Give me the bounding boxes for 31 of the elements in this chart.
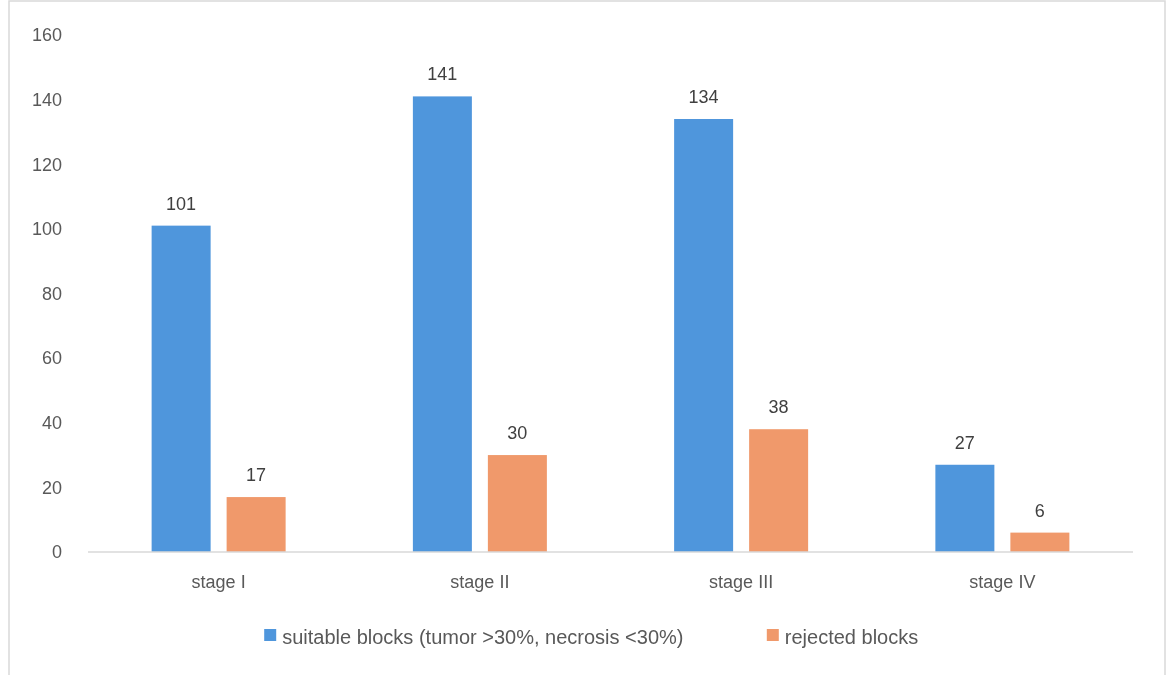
data-label: 134 bbox=[688, 87, 719, 108]
bar bbox=[749, 429, 809, 552]
bar bbox=[487, 455, 547, 552]
legend-label: rejected blocks bbox=[784, 626, 919, 648]
y-tick-label: 100 bbox=[31, 219, 62, 240]
bar bbox=[935, 464, 995, 552]
y-tick-label: 80 bbox=[41, 283, 62, 304]
bar bbox=[151, 225, 211, 552]
data-label: 17 bbox=[246, 465, 267, 486]
bar bbox=[674, 119, 734, 552]
y-tick-label: 20 bbox=[41, 477, 62, 498]
data-label: 101 bbox=[166, 193, 197, 214]
y-tick-label: 0 bbox=[51, 542, 62, 563]
bar bbox=[412, 96, 472, 552]
data-label: 30 bbox=[507, 423, 528, 444]
y-tick-label: 60 bbox=[41, 348, 62, 369]
bar bbox=[1010, 532, 1070, 552]
x-tick-label: stage III bbox=[709, 572, 774, 593]
y-tick-label: 40 bbox=[41, 413, 62, 434]
y-tick-label: 120 bbox=[31, 154, 62, 175]
x-tick-label: stage IV bbox=[969, 572, 1036, 593]
data-label: 38 bbox=[768, 397, 789, 418]
legend-label: suitable blocks (tumor >30%, necrosis <30%) bbox=[282, 626, 684, 648]
data-label: 27 bbox=[954, 432, 975, 453]
bar bbox=[226, 497, 286, 552]
data-label: 141 bbox=[427, 64, 458, 85]
y-tick-label: 140 bbox=[31, 89, 62, 110]
x-tick-label: stage I bbox=[191, 572, 246, 593]
data-label: 6 bbox=[1034, 500, 1045, 521]
y-tick-label: 160 bbox=[31, 25, 62, 46]
x-tick-label: stage II bbox=[450, 572, 510, 593]
